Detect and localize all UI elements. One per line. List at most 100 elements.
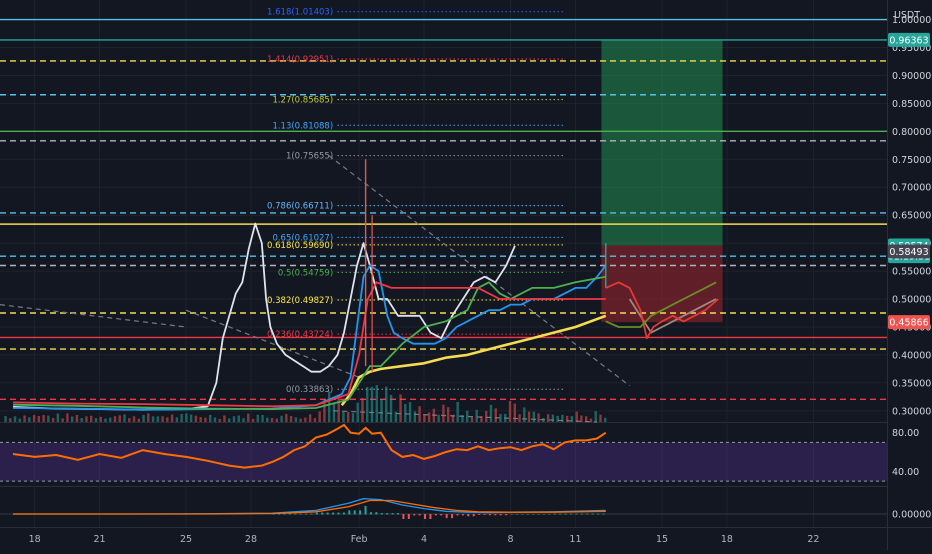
macd-histogram-bar (434, 514, 437, 516)
rsi-band (0, 442, 887, 482)
volume-bar (370, 386, 374, 422)
price-tick-label: 1.00000 (892, 15, 931, 26)
macd-histogram-bar (467, 514, 470, 517)
price-tick-label: 0.65000 (892, 211, 931, 222)
fib-label: 0(0.33863) (286, 385, 333, 395)
volume-bar (408, 402, 412, 422)
macd-histogram-bar (521, 514, 524, 515)
volume-bar (561, 414, 564, 422)
macd-histogram-bar (580, 513, 583, 515)
volume-bar (470, 417, 474, 422)
volume-bar (532, 411, 536, 422)
fib-label: 0.5(0.54759) (278, 268, 333, 278)
volume-bar (56, 413, 60, 422)
price-tick-label: 0.50000 (892, 295, 931, 306)
volume-bar (594, 411, 597, 422)
volume-bar (104, 418, 107, 422)
volume-bar (351, 413, 355, 422)
volume-bar (366, 387, 369, 422)
series-line (340, 314, 607, 407)
volume-bar (89, 415, 93, 422)
volume-bar (551, 414, 555, 422)
volume-bar (285, 413, 288, 422)
volume-bar (418, 406, 421, 422)
macd-histogram-bar (440, 514, 443, 516)
volume-bar (99, 416, 102, 422)
volume-bar (161, 416, 164, 422)
volume-bar (570, 415, 574, 422)
price-badge-label: 0.45866 (889, 318, 928, 329)
series-line (12, 222, 516, 411)
macd-histogram-bar (402, 514, 405, 519)
volume-bar (251, 418, 255, 422)
macd-histogram-bar (359, 510, 362, 515)
time-tick-label: Feb (351, 534, 368, 545)
volume-bar (61, 418, 64, 422)
volume-bar (13, 416, 17, 422)
price-tick-label: 0.40000 (892, 350, 931, 361)
volume-bar (318, 411, 321, 422)
macd-histogram-bar (564, 513, 567, 515)
fib-label: 1.13(0.81088) (272, 121, 333, 131)
volume-bar (461, 415, 464, 422)
volume-bar (275, 418, 279, 422)
volume-bar (156, 416, 160, 422)
macd-histogram-bar (364, 505, 367, 515)
macd-histogram-bar (429, 514, 432, 519)
macd-histogram-bar (315, 512, 318, 515)
volume-bar (489, 404, 493, 422)
macd-histogram-bar (413, 514, 416, 516)
volume-bar (42, 414, 45, 422)
macd-histogram-bar (396, 513, 399, 515)
volume-bar (513, 403, 516, 422)
volume-bar (194, 415, 198, 422)
macd-histogram-bar (456, 514, 459, 516)
volume-bar (4, 416, 7, 422)
time-tick-label: 22 (807, 534, 819, 545)
price-badge-label: 0.96363 (889, 35, 928, 46)
macd-histogram-bar (326, 512, 329, 515)
time-tick-label: 25 (180, 534, 192, 545)
price-tick-label: 0.70000 (892, 183, 931, 194)
volume-bar (499, 413, 502, 422)
volume-bar (80, 417, 83, 422)
volume-bar (242, 418, 245, 422)
price-badge-label: 0.58493 (889, 247, 928, 258)
volume-bar (565, 415, 569, 422)
macd-histogram-bar (407, 514, 410, 519)
volume-bar (32, 415, 36, 422)
macd-histogram-bar (602, 513, 605, 515)
macd-histogram-bar (597, 513, 600, 515)
volume-bar (542, 417, 545, 422)
volume-bar (151, 416, 155, 422)
macd-histogram-bar (515, 514, 518, 515)
volume-bar (175, 417, 179, 422)
volume-bar (604, 417, 607, 422)
volume-bar (232, 416, 236, 422)
volume-bar (213, 417, 217, 422)
rsi-tick-label: 80.00 (892, 428, 919, 439)
price-tick-label: 0.55000 (892, 267, 931, 278)
macd-histogram-bar (559, 513, 562, 515)
volume-bar (142, 414, 145, 422)
macd-histogram-bar (478, 514, 481, 515)
profit-zone (601, 39, 723, 246)
time-tick-label: 18 (721, 534, 733, 545)
fib-label: 0.65(0.61027) (272, 233, 333, 243)
volume-bar (380, 399, 383, 422)
volume-bar (342, 411, 345, 422)
volume-bar (313, 418, 317, 422)
macd-histogram-bar (526, 514, 529, 515)
time-tick-label: 28 (245, 534, 257, 545)
volume-bar (546, 414, 550, 422)
volume-bar (399, 394, 402, 422)
volume-bar (527, 411, 531, 422)
volume-bar (223, 415, 226, 422)
volume-bar (70, 416, 74, 422)
fib-label: 0.786(0.66711) (267, 202, 333, 212)
volume-bar (294, 417, 298, 422)
price-tick-label: 0.95000 (892, 43, 931, 54)
